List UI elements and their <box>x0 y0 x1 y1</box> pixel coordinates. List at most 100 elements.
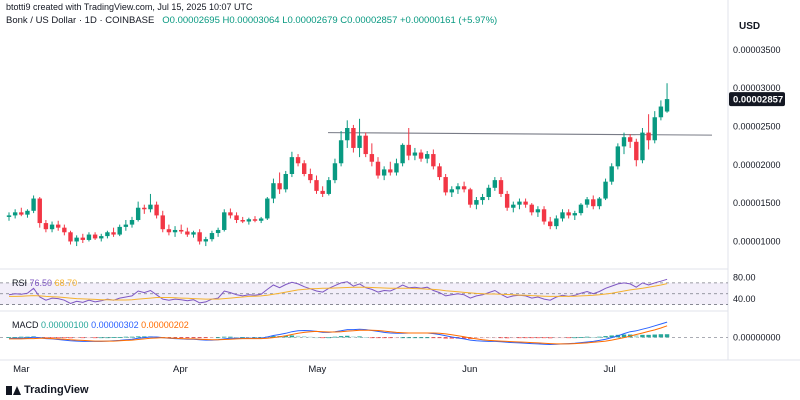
macd-histogram-bar <box>523 337 528 339</box>
macd-legend[interactable]: MACD 0.00000100 0.00000302 0.00000202 <box>12 320 189 330</box>
price-axis[interactable]: 0.00001000 0.00001500 0.00002000 0.00002500… <box>729 45 785 343</box>
candle-down <box>240 220 245 222</box>
macd-histogram-bar <box>228 336 233 338</box>
candle-down <box>80 237 85 240</box>
candle-down <box>548 221 553 227</box>
candle-up <box>289 157 295 174</box>
macd-histogram-bar <box>480 337 485 339</box>
macd-histogram-bar <box>92 337 98 339</box>
candle-up <box>554 218 559 227</box>
candle-up <box>86 234 92 240</box>
macd-histogram-bar <box>234 337 239 338</box>
macd-histogram-bar <box>412 337 418 339</box>
candle-up <box>400 144 405 164</box>
currency-label[interactable]: USD <box>739 21 761 32</box>
macd-histogram-bar <box>498 337 504 339</box>
macd-histogram-bar <box>369 337 375 339</box>
candle-up <box>31 198 36 211</box>
candle-down <box>252 219 258 221</box>
candle-up <box>332 163 338 181</box>
candle-up <box>603 181 608 199</box>
author-credit: btotti9 created with TradingView.com, Ju… <box>6 2 253 12</box>
candle-down <box>418 152 424 159</box>
macd-histogram-bar <box>640 334 645 338</box>
macd-label: MACD <box>12 320 39 330</box>
candle-up <box>191 232 196 235</box>
candle-up <box>246 219 252 222</box>
rsi-ma-line <box>9 283 668 301</box>
candle-down <box>295 157 301 164</box>
macd-hist-value: 0.00000100 <box>41 320 89 330</box>
candle-up <box>209 233 215 240</box>
macd-histogram-bar <box>578 337 584 338</box>
macd-histogram-bar <box>308 336 313 338</box>
candle-down <box>498 180 504 194</box>
symbol-title[interactable]: Bonk / US Dollar · 1D · COINBASE <box>6 15 155 26</box>
tradingview-logo-icon <box>6 385 21 395</box>
candle-down <box>43 223 49 230</box>
candle-down <box>160 215 165 230</box>
candle-down <box>166 229 172 233</box>
macd-histogram-bar <box>203 337 208 339</box>
macd-histogram-bar <box>191 337 196 339</box>
macd-signal-value: 0.00000202 <box>141 320 189 330</box>
candle-up <box>172 229 178 233</box>
time-axis[interactable]: Mar Apr May Jun Jul <box>13 364 616 375</box>
candle-up <box>572 213 577 216</box>
macd-histogram-bar <box>111 337 116 338</box>
candle-up <box>535 209 541 213</box>
macd-histogram-bar <box>394 337 399 339</box>
macd-histogram-bar <box>474 337 479 339</box>
macd-signal-line <box>9 325 668 345</box>
rsi-legend[interactable]: RSI 76.50 68.70 <box>12 278 77 288</box>
candle-down <box>68 232 73 242</box>
rsi-ma-value: 68.70 <box>54 278 78 288</box>
macd-histogram-bar <box>375 337 381 339</box>
candle-down <box>320 190 325 194</box>
macd-histogram-bar <box>86 337 92 339</box>
macd-histogram-bar <box>658 334 664 338</box>
macd-histogram-bar <box>492 337 498 339</box>
candle-down <box>234 215 239 220</box>
candle-down <box>228 212 233 216</box>
candle-up <box>215 229 221 234</box>
symbol-line: Bonk / US Dollar · 1D · COINBASE O0.0000… <box>6 15 497 26</box>
candle-up <box>449 189 454 193</box>
macd-histogram-bar <box>209 337 215 339</box>
candle-down <box>646 132 651 141</box>
candle-up <box>560 212 565 219</box>
ohlc-values: O0.00002695 H0.00003064 L0.00002679 C0.0… <box>162 15 498 26</box>
macd-histogram-bar <box>99 337 104 339</box>
macd-histogram-bar <box>246 337 252 339</box>
macd-histogram-bar <box>351 336 356 338</box>
candle-up <box>381 169 387 176</box>
candle-up <box>12 212 18 216</box>
candle-down <box>314 180 319 191</box>
macd-histogram-bar <box>283 335 288 338</box>
candle-down <box>443 177 448 193</box>
price-pane[interactable] <box>6 83 713 247</box>
candle-down <box>37 198 42 224</box>
macd-histogram-bar <box>123 336 129 338</box>
candle-down <box>111 232 116 235</box>
candle-up <box>117 226 122 235</box>
macd-histogram-bar <box>68 337 73 339</box>
macd-histogram-bar <box>105 337 110 339</box>
macd-histogram-bar <box>197 337 202 339</box>
macd-histogram-bar <box>517 337 522 339</box>
rsi-pane[interactable] <box>0 278 728 305</box>
candle-down <box>461 186 467 190</box>
macd-pane[interactable] <box>0 321 728 346</box>
rsi-tick-label: 80.00 <box>733 272 756 282</box>
candle-up <box>615 146 621 167</box>
macd-histogram-bar <box>345 335 350 338</box>
macd-histogram-bar <box>43 337 49 339</box>
candle-up <box>517 201 522 205</box>
macd-histogram-bar <box>535 337 541 339</box>
candle-up <box>652 117 657 141</box>
grid-layer <box>0 0 800 361</box>
candle-down <box>634 141 639 161</box>
candle-down <box>363 135 368 155</box>
last-price-tag <box>729 92 785 107</box>
